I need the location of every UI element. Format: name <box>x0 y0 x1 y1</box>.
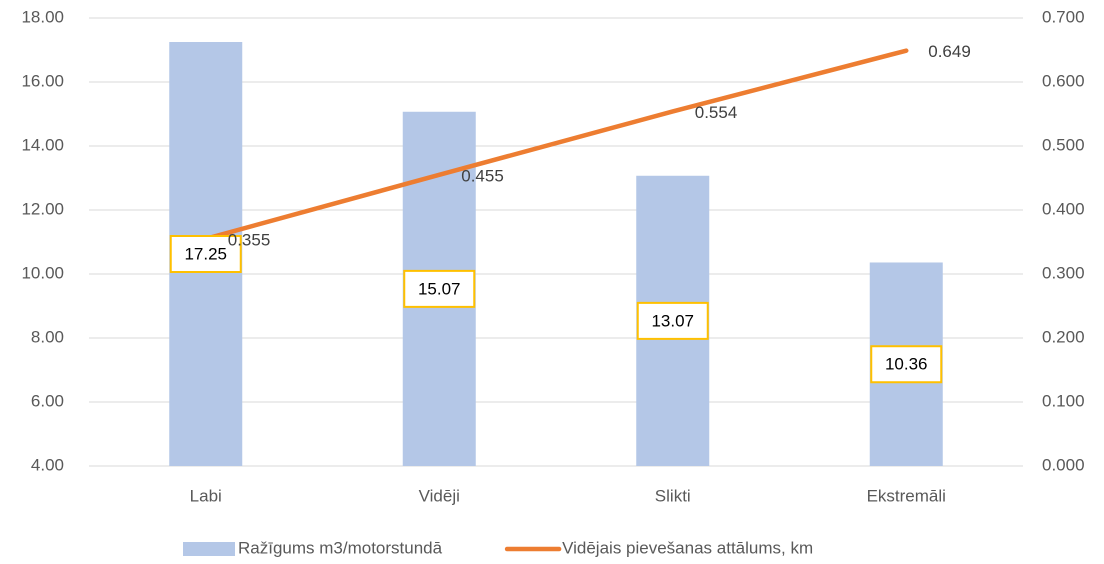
data-label: 10.36 <box>885 355 928 374</box>
x-tick-label: Labi <box>190 486 222 505</box>
y-tick-label: 12.00 <box>21 199 64 218</box>
y2-tick-label: 0.400 <box>1042 199 1085 218</box>
y2-tick-label: 0.600 <box>1042 71 1085 90</box>
data-label: 17.25 <box>184 244 227 263</box>
y-tick-label: 14.00 <box>21 135 64 154</box>
data-label-box <box>403 269 476 308</box>
y-tick-label: 18.00 <box>21 7 64 26</box>
line <box>203 48 909 242</box>
x-tick-label: Ekstremāli <box>867 486 946 505</box>
y-tick-label: 8.00 <box>31 327 64 346</box>
data-label: 0.455 <box>461 166 504 185</box>
legend-swatch <box>183 542 235 556</box>
y-tick-label: 16.00 <box>21 71 64 90</box>
y2-tick-label: 0.200 <box>1042 327 1085 346</box>
legend-label: Ražīgums m3/motorstundā <box>238 538 443 557</box>
y-tick-label: 6.00 <box>31 391 64 410</box>
data-label: 0.554 <box>695 103 738 122</box>
data-label-box <box>636 301 709 340</box>
y2-tick-label: 0.100 <box>1042 391 1085 410</box>
data-label-box <box>870 345 943 384</box>
y2-tick-label: 0.000 <box>1042 455 1085 474</box>
legend-label: Vidējais pievešanas attālums, km <box>562 538 813 557</box>
data-label: 0.355 <box>228 230 271 249</box>
y2-tick-label: 0.300 <box>1042 263 1085 282</box>
data-label: 0.649 <box>928 42 971 61</box>
y2-tick-label: 0.700 <box>1042 7 1085 26</box>
data-label: 13.07 <box>651 311 694 330</box>
y-tick-label: 10.00 <box>21 263 64 282</box>
data-label: 15.07 <box>418 279 461 298</box>
y2-tick-label: 0.500 <box>1042 135 1085 154</box>
x-tick-label: Vidēji <box>419 486 460 505</box>
x-tick-label: Slikti <box>655 486 691 505</box>
data-label-box <box>169 235 242 273</box>
y-tick-label: 4.00 <box>31 455 64 474</box>
